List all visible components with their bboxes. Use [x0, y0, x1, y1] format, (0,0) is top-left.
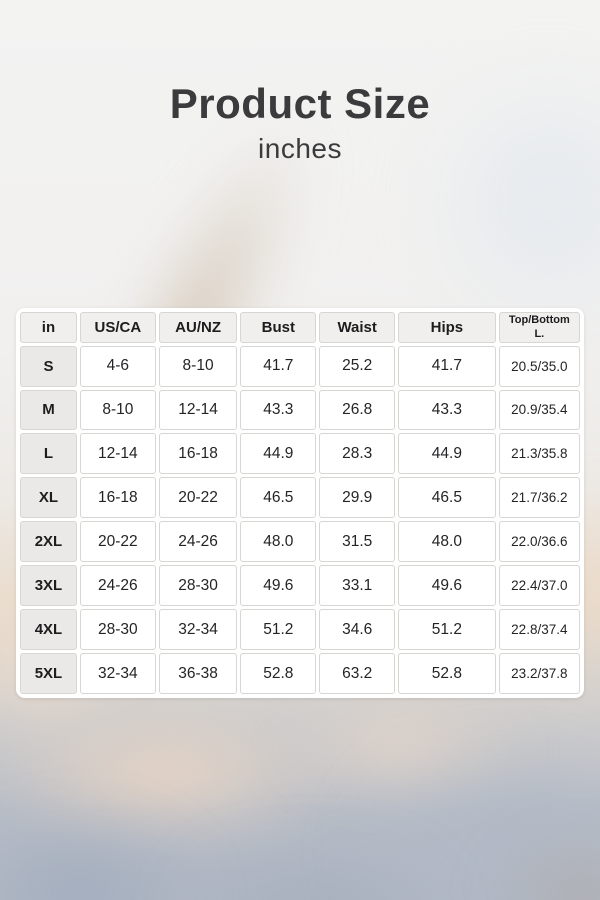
table-row: 5XL 32-34 36-38 52.8 63.2 52.8 23.2/37.8	[20, 653, 580, 694]
size-value: 20-22	[158, 477, 238, 519]
size-value: 44.9	[240, 433, 317, 475]
size-value: 63.2	[319, 653, 396, 694]
units-subtitle: inches	[258, 133, 342, 164]
size-value: 16-18	[158, 433, 238, 475]
size-value: 49.6	[398, 565, 496, 607]
column-header: Top/Bottom L.	[498, 312, 580, 343]
size-value: 22.0/36.6	[498, 521, 580, 563]
size-value: 51.2	[240, 609, 317, 651]
size-value: 49.6	[240, 565, 317, 607]
size-value: 48.0	[398, 521, 496, 563]
size-value: 20-22	[79, 521, 156, 563]
size-value: 29.9	[319, 477, 396, 519]
size-value: 26.8	[319, 389, 396, 431]
size-value: 20.9/35.4	[498, 389, 580, 431]
size-label: S	[20, 345, 77, 387]
size-value: 32-34	[79, 653, 156, 694]
size-label: 3XL	[20, 565, 77, 607]
column-header: Bust	[240, 312, 317, 343]
size-label: XL	[20, 477, 77, 519]
size-table-card: in US/CA AU/NZ Bust Waist Hips Top/Bottom L. S…	[16, 308, 584, 698]
size-value: 4-6	[79, 345, 156, 387]
size-value: 52.8	[240, 653, 317, 694]
size-label: L	[20, 433, 77, 475]
size-value: 43.3	[240, 389, 317, 431]
size-value: 24-26	[158, 521, 238, 563]
size-value: 36-38	[158, 653, 238, 694]
size-value: 31.5	[319, 521, 396, 563]
size-value: 41.7	[240, 345, 317, 387]
size-table: in US/CA AU/NZ Bust Waist Hips Top/Bottom L. S…	[17, 309, 583, 697]
size-value: 21.7/36.2	[498, 477, 580, 519]
size-value: 43.3	[398, 389, 496, 431]
size-value: 41.7	[398, 345, 496, 387]
table-row: M 8-10 12-14 43.3 26.8 43.3 20.9/35.4	[20, 389, 580, 431]
size-value: 52.8	[398, 653, 496, 694]
size-value: 23.2/37.8	[498, 653, 580, 694]
size-label: 4XL	[20, 609, 77, 651]
column-header: Waist	[319, 312, 396, 343]
column-header: AU/NZ	[158, 312, 238, 343]
size-label: 5XL	[20, 653, 77, 694]
size-value: 12-14	[79, 433, 156, 475]
size-value: 22.4/37.0	[498, 565, 580, 607]
size-value: 8-10	[79, 389, 156, 431]
size-value: 34.6	[319, 609, 396, 651]
size-value: 21.3/35.8	[498, 433, 580, 475]
size-value: 28.3	[319, 433, 396, 475]
size-value: 22.8/37.4	[498, 609, 580, 651]
page-title: Product Size	[169, 80, 431, 127]
size-value: 25.2	[319, 345, 396, 387]
size-value: 28-30	[158, 565, 238, 607]
table-row: L 12-14 16-18 44.9 28.3 44.9 21.3/35.8	[20, 433, 580, 475]
column-header: US/CA	[79, 312, 156, 343]
column-header: in	[20, 312, 77, 343]
size-value: 33.1	[319, 565, 396, 607]
column-header: Hips	[398, 312, 496, 343]
table-header-row: in US/CA AU/NZ Bust Waist Hips Top/Bottom L.	[20, 312, 580, 343]
table-row: 2XL 20-22 24-26 48.0 31.5 48.0 22.0/36.6	[20, 521, 580, 563]
table-row: 3XL 24-26 28-30 49.6 33.1 49.6 22.4/37.0	[20, 565, 580, 607]
table-row: S 4-6 8-10 41.7 25.2 41.7 20.5/35.0	[20, 345, 580, 387]
table-row: XL 16-18 20-22 46.5 29.9 46.5 21.7/36.2	[20, 477, 580, 519]
size-value: 46.5	[240, 477, 317, 519]
size-value: 46.5	[398, 477, 496, 519]
table-row: 4XL 28-30 32-34 51.2 34.6 51.2 22.8/37.4	[20, 609, 580, 651]
size-value: 12-14	[158, 389, 238, 431]
size-value: 8-10	[158, 345, 238, 387]
size-value: 48.0	[240, 521, 317, 563]
size-value: 44.9	[398, 433, 496, 475]
size-label: M	[20, 389, 77, 431]
size-value: 28-30	[79, 609, 156, 651]
size-value: 51.2	[398, 609, 496, 651]
size-value: 20.5/35.0	[498, 345, 580, 387]
size-value: 32-34	[158, 609, 238, 651]
size-value: 24-26	[79, 565, 156, 607]
size-label: 2XL	[20, 521, 77, 563]
size-value: 16-18	[79, 477, 156, 519]
